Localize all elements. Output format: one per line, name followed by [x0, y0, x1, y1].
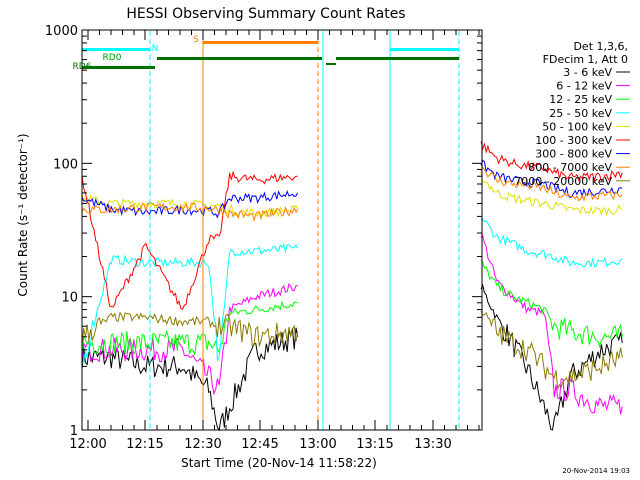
- series-2: [81, 234, 623, 415]
- legend-label-2: 6 - 12 keV: [556, 80, 612, 93]
- flag-bar-7: [82, 66, 155, 69]
- x-tick-label-6: 13:15: [356, 437, 393, 452]
- x-tick-label-2: 12:15: [126, 437, 163, 452]
- x-tick-label-7: 13:30: [414, 437, 451, 452]
- series-layer: [81, 141, 623, 432]
- series-4: [81, 218, 623, 364]
- x-tick-label-1: 12:00: [69, 437, 106, 452]
- flag-bar-1: [82, 48, 150, 51]
- flag-bar-3: [203, 41, 318, 44]
- series-line-3-seg-1: [81, 300, 298, 357]
- series-9: [81, 310, 623, 391]
- series-line-9-seg-1: [81, 311, 299, 348]
- marker-label-1: N: [152, 44, 159, 54]
- legend-label-7: 300 - 800 keV: [535, 148, 612, 161]
- flag-label-1: RD0: [103, 53, 122, 63]
- x-tick-label-3: 12:30: [184, 437, 221, 452]
- series-line-6-seg-2: [480, 141, 623, 183]
- x-tick-label-4: 12:45: [241, 437, 278, 452]
- legend-label-5: 50 - 100 keV: [542, 120, 612, 133]
- series-line-4-seg-2: [480, 218, 623, 268]
- y-tick-label-1: 1: [70, 424, 78, 439]
- series-line-2-seg-2: [480, 234, 623, 415]
- series-8: [81, 166, 623, 223]
- series-line-2-seg-1: [81, 283, 298, 396]
- plot-frame: [81, 29, 483, 431]
- series-line-8-seg-2: [480, 166, 623, 202]
- series-line-7-seg-2: [480, 159, 623, 199]
- marker-label-2: S: [193, 35, 199, 45]
- series-1: [81, 283, 623, 432]
- series-line-4-seg-1: [81, 243, 299, 364]
- y-tick-label-3: 100: [53, 157, 78, 172]
- series-line-9-seg-2: [480, 310, 623, 391]
- legend-header-1: Det 1,3,6,: [573, 40, 628, 53]
- x-axis-label: Start Time (20-Nov-14 11:58:22): [181, 456, 377, 470]
- flag-bar-5: [326, 63, 336, 65]
- legend-label-1: 3 - 6 keV: [563, 66, 612, 79]
- y-tick-label-2: 10: [61, 291, 78, 306]
- series-3: [81, 260, 623, 357]
- legend-label-4: 25 - 50 keV: [549, 107, 612, 120]
- y-tick-label-4: 1000: [45, 24, 78, 39]
- x-tick-label-5: 13:00: [299, 437, 336, 452]
- y-axis-label: Count Rate (s⁻¹ detector⁻¹): [16, 133, 30, 296]
- series-6: [81, 141, 623, 311]
- series-line-8-seg-1: [81, 202, 299, 223]
- chart-title: HESSI Observing Summary Count Rates: [126, 6, 405, 22]
- series-line-3-seg-2: [480, 260, 623, 349]
- legend-label-6: 100 - 300 keV: [535, 134, 612, 147]
- tick-layer: 1 10 100 1000 12:00 12:15 12:30 12:45 13:00 13:15…: [45, 24, 482, 452]
- legend-label-9: 7000 - 20000 keV: [514, 175, 612, 188]
- legend-label-3: 12 - 25 keV: [549, 93, 612, 106]
- series-line-1-seg-2: [480, 283, 623, 431]
- series-line-6-seg-1: [81, 170, 298, 311]
- series-line-5-seg-2: [480, 172, 623, 217]
- flag-bar-4: [157, 57, 322, 60]
- flag-bar-6: [336, 57, 459, 60]
- legend-header-2: FDecim 1, Att 0: [543, 53, 628, 66]
- flag-bar-2: [390, 48, 459, 51]
- legend-label-8: 800 - 7000 keV: [528, 161, 612, 174]
- series-line-1-seg-1: [81, 327, 299, 432]
- footer-timestamp: 20-Nov-2014 19:03: [562, 467, 630, 475]
